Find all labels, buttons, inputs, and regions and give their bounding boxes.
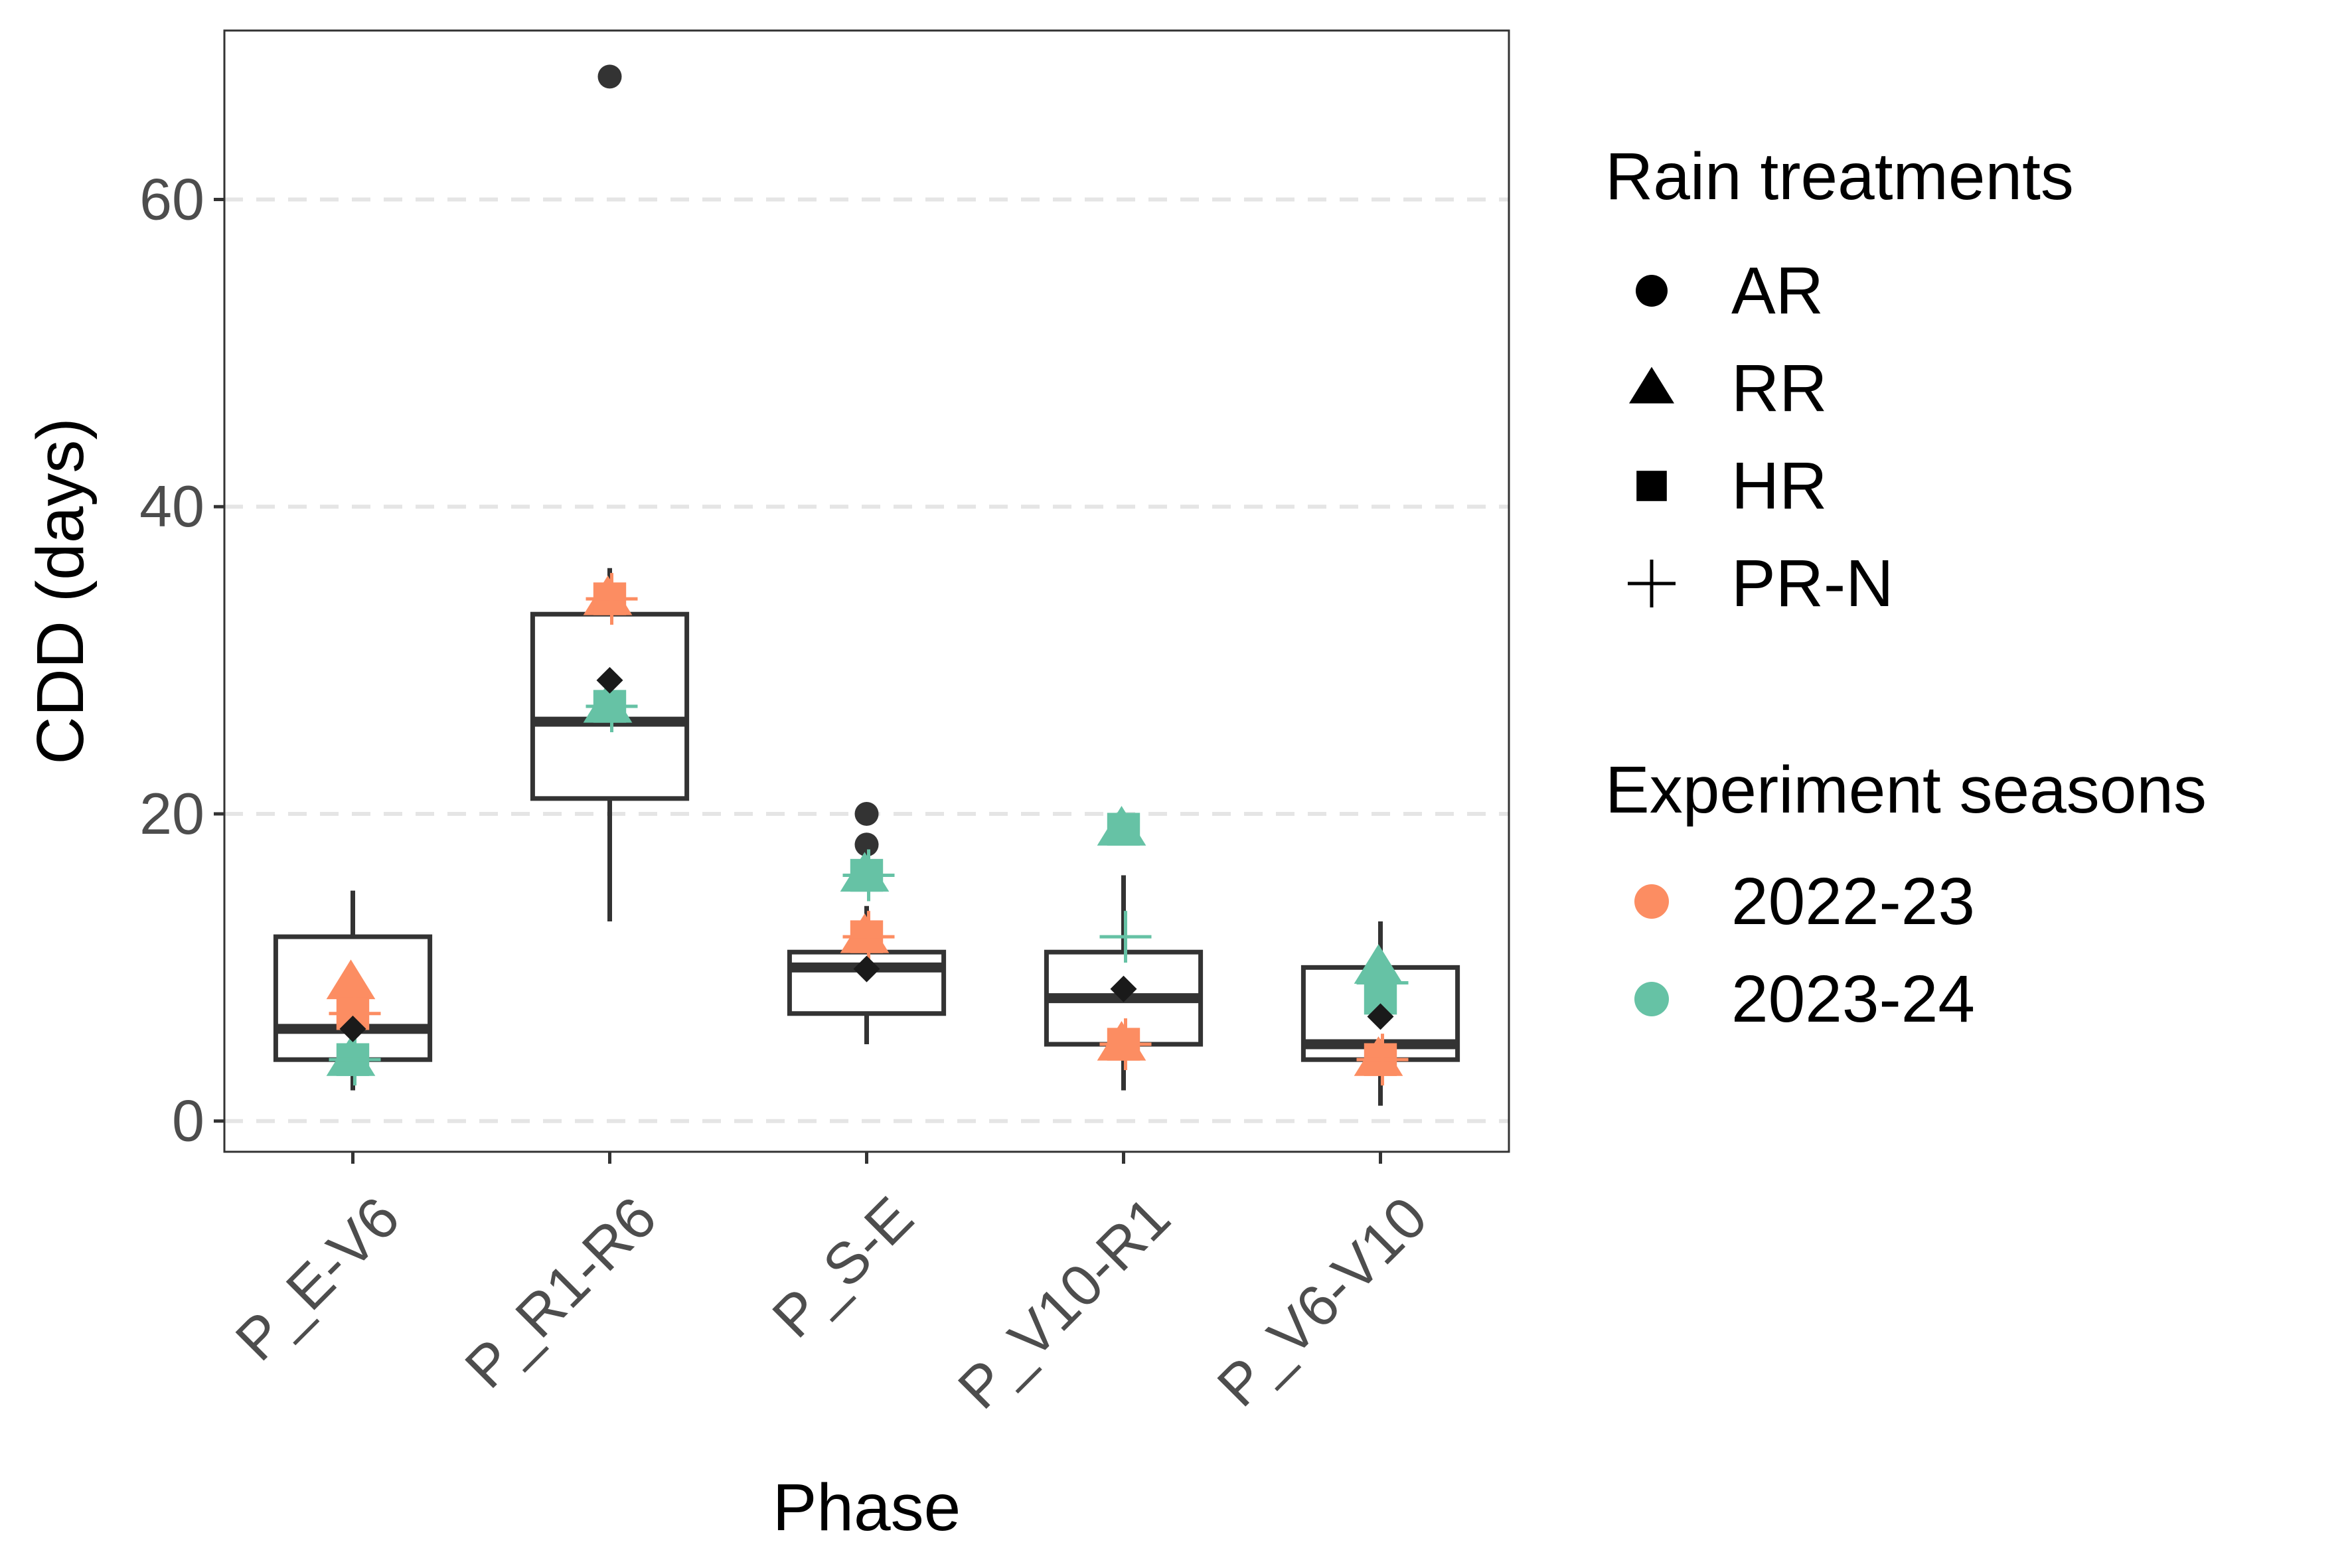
y-tick-label-40: 40	[139, 473, 204, 539]
y-tick-label-60: 60	[139, 167, 204, 232]
legend-label-2023-24: 2023-24	[1731, 962, 1975, 1036]
legend-key-2022-23	[1634, 884, 1669, 919]
y-tick-label-0: 0	[172, 1088, 204, 1154]
point-P_V10-R1-2022-23-PR-N	[1099, 1018, 1152, 1071]
mean-marker-P_E-V6	[339, 1015, 366, 1042]
legend-experiment-seasons: Experiment seasons 2022-23 2023-24	[1605, 753, 2207, 1036]
legend-key-HR	[1636, 471, 1667, 501]
point-P_V6-V10-2023-24-PR-N	[1356, 957, 1409, 1009]
legend-label-2022-23: 2022-23	[1731, 864, 1975, 939]
point-P_E-V6-2023-24-PR-N	[329, 1034, 381, 1086]
legend-label-AR: AR	[1731, 254, 1824, 328]
legend-key-AR	[1636, 275, 1668, 307]
point-P_R1-R6-2022-23-PR-N	[586, 573, 638, 625]
mean-marker-P_V10-R1	[1110, 975, 1137, 1002]
legend-key-PR-N	[1628, 560, 1676, 607]
point-P_E-V6-2022-23-RR	[326, 959, 376, 1000]
y-axis-title: CDD (days)	[23, 418, 98, 764]
box-iqr	[787, 949, 947, 1016]
x-axis-title: Phase	[773, 1470, 961, 1545]
outlier-point	[854, 832, 879, 857]
legend-experiment-seasons-title: Experiment seasons	[1605, 753, 2207, 827]
point-P_S-E-2022-23-PR-N	[842, 911, 895, 963]
outlier-point	[597, 64, 622, 89]
y-tick-label-20: 20	[139, 781, 204, 846]
mean-marker-P_S-E	[853, 955, 880, 982]
legend-rain-treatments: Rain treatments AR RR HR PR-N	[1605, 139, 2074, 621]
point-P_V6-V10-2023-24-RR	[1354, 944, 1403, 984]
legend-key-RR	[1628, 366, 1675, 404]
legend-label-PR-N: PR-N	[1731, 546, 1893, 621]
legend-rain-treatments-title: Rain treatments	[1605, 139, 2074, 214]
point-P_V10-R1-2023-24-PR-N	[1099, 911, 1152, 963]
mean-marker-P_R1-R6	[596, 666, 623, 694]
mean-marker-P_V6-V10	[1367, 1003, 1394, 1030]
data-points	[326, 573, 1409, 1086]
legend-label-HR: HR	[1731, 449, 1827, 523]
point-P_S-E-2023-24-PR-N	[842, 849, 895, 902]
point-P_V10-R1-2023-24-HR	[1107, 813, 1140, 846]
box-P_S-E	[787, 801, 947, 1045]
legend-key-2023-24	[1634, 982, 1669, 1016]
outlier-point	[854, 801, 879, 826]
point-P_V6-V10-2022-23-PR-N	[1356, 1034, 1409, 1086]
legend-label-RR: RR	[1731, 351, 1827, 426]
